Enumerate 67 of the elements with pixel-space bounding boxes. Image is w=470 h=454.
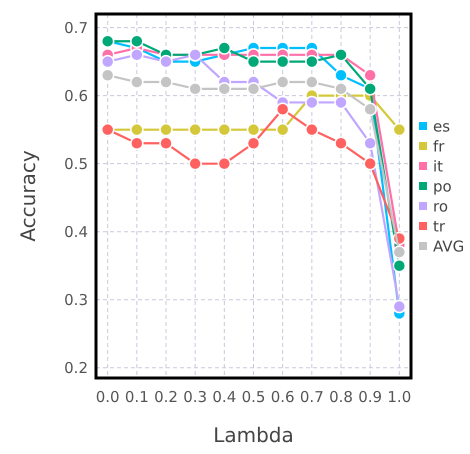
point [305,54,319,68]
point [159,136,173,150]
legend-label: it [433,157,444,176]
point [159,75,173,89]
point [334,82,348,96]
x-tick-label: 0.4 [212,388,236,406]
point [246,122,260,136]
point [276,54,290,68]
point [246,54,260,68]
point [305,96,319,110]
point [363,102,377,116]
point [159,122,173,136]
x-tick-label: 0.1 [124,388,149,406]
point [246,82,260,96]
point [305,122,319,136]
point [392,258,406,272]
point [276,75,290,89]
x-tick-label: 1.0 [387,388,412,406]
point [130,34,144,48]
point [363,68,377,82]
point [305,75,319,89]
point [130,48,144,62]
point [218,82,232,96]
y-axis-title: Accuracy [16,150,40,242]
point [218,156,232,170]
legend-label: fr [433,137,446,156]
point [392,245,406,259]
point [276,102,290,116]
point [363,136,377,150]
point [334,96,348,110]
point [130,136,144,150]
y-tick-label: 0.6 [64,86,88,105]
point [100,68,114,82]
point [363,156,377,170]
y-tick-label: 0.3 [64,291,88,310]
point [334,136,348,150]
point [218,41,232,55]
point [188,122,202,136]
point [392,300,406,314]
point [218,122,232,136]
point [188,156,202,170]
y-tick-label: 0.4 [64,222,88,241]
point [130,75,144,89]
x-tick-label: 0.3 [183,388,208,406]
point [100,54,114,68]
legend-label: ro [433,197,448,216]
legend-label: AVG [433,237,464,256]
legend-label: po [433,177,452,196]
y-tick-label: 0.5 [64,154,88,173]
x-tick-label: 0.7 [300,388,324,406]
legend-label: es [433,117,450,136]
y-tick-label: 0.2 [64,359,88,378]
legend-label: tr [433,217,446,236]
x-tick-label: 0.6 [270,388,295,406]
x-tick-label: 0.2 [154,388,178,406]
x-axis-title: Lambda [213,423,294,447]
point [392,122,406,136]
x-tick-label: 0.5 [242,388,266,406]
point [334,68,348,82]
point [130,122,144,136]
x-tick-label: 0.0 [96,388,120,406]
point [188,82,202,96]
x-tick-label: 0.9 [358,388,382,406]
x-tick-label: 0.8 [329,388,353,406]
y-tick-label: 0.7 [64,18,88,37]
point [246,136,260,150]
point [276,122,290,136]
